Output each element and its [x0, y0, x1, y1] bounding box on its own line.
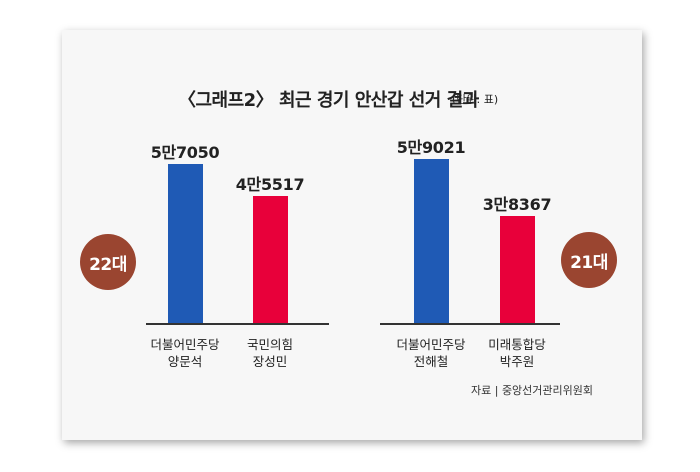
candidate-label-jeon: 더불어민주당 전해철: [396, 336, 465, 370]
source-note: 자료 | 중앙선거관리위원회: [471, 384, 594, 397]
candidate-name: 전해철: [413, 354, 449, 369]
party-name: 미래통합당: [488, 337, 546, 352]
chart-title: 〈그래프2〉 최근 경기 안산갑 선거 결과: [178, 90, 479, 111]
unit-label: (단위: 표): [452, 93, 499, 106]
candidate-name: 장성민: [252, 354, 288, 369]
value-label-jang: 4만5517: [235, 175, 305, 195]
value-label-yang: 5만7050: [150, 143, 220, 162]
chart-card: [62, 30, 642, 440]
baseline-22: [146, 323, 329, 325]
candidate-label-park: 미래통합당 박주원: [488, 336, 546, 370]
badge-21: 21대: [561, 232, 617, 288]
bar-minju-jeon: [413, 158, 449, 323]
bar-ppp-jang: [252, 196, 288, 323]
candidate-name: 박주원: [499, 354, 535, 369]
badge-22: 22대: [80, 234, 136, 290]
value-label-park: 3만8367: [482, 195, 552, 215]
bar-minju-yang: [167, 164, 203, 323]
party-name: 더불어민주당: [396, 337, 466, 352]
candidate-label-yang: 더불어민주당 양문석: [150, 336, 219, 370]
bar-mirae-park: [499, 216, 535, 323]
candidate-name: 양문석: [167, 354, 203, 369]
baseline-21: [380, 323, 560, 325]
party-name: 국민의힘: [246, 337, 294, 352]
value-label-jeon: 5만9021: [396, 137, 466, 157]
party-name: 더불어민주당: [150, 337, 220, 352]
candidate-label-jang: 국민의힘 장성민: [247, 336, 293, 370]
